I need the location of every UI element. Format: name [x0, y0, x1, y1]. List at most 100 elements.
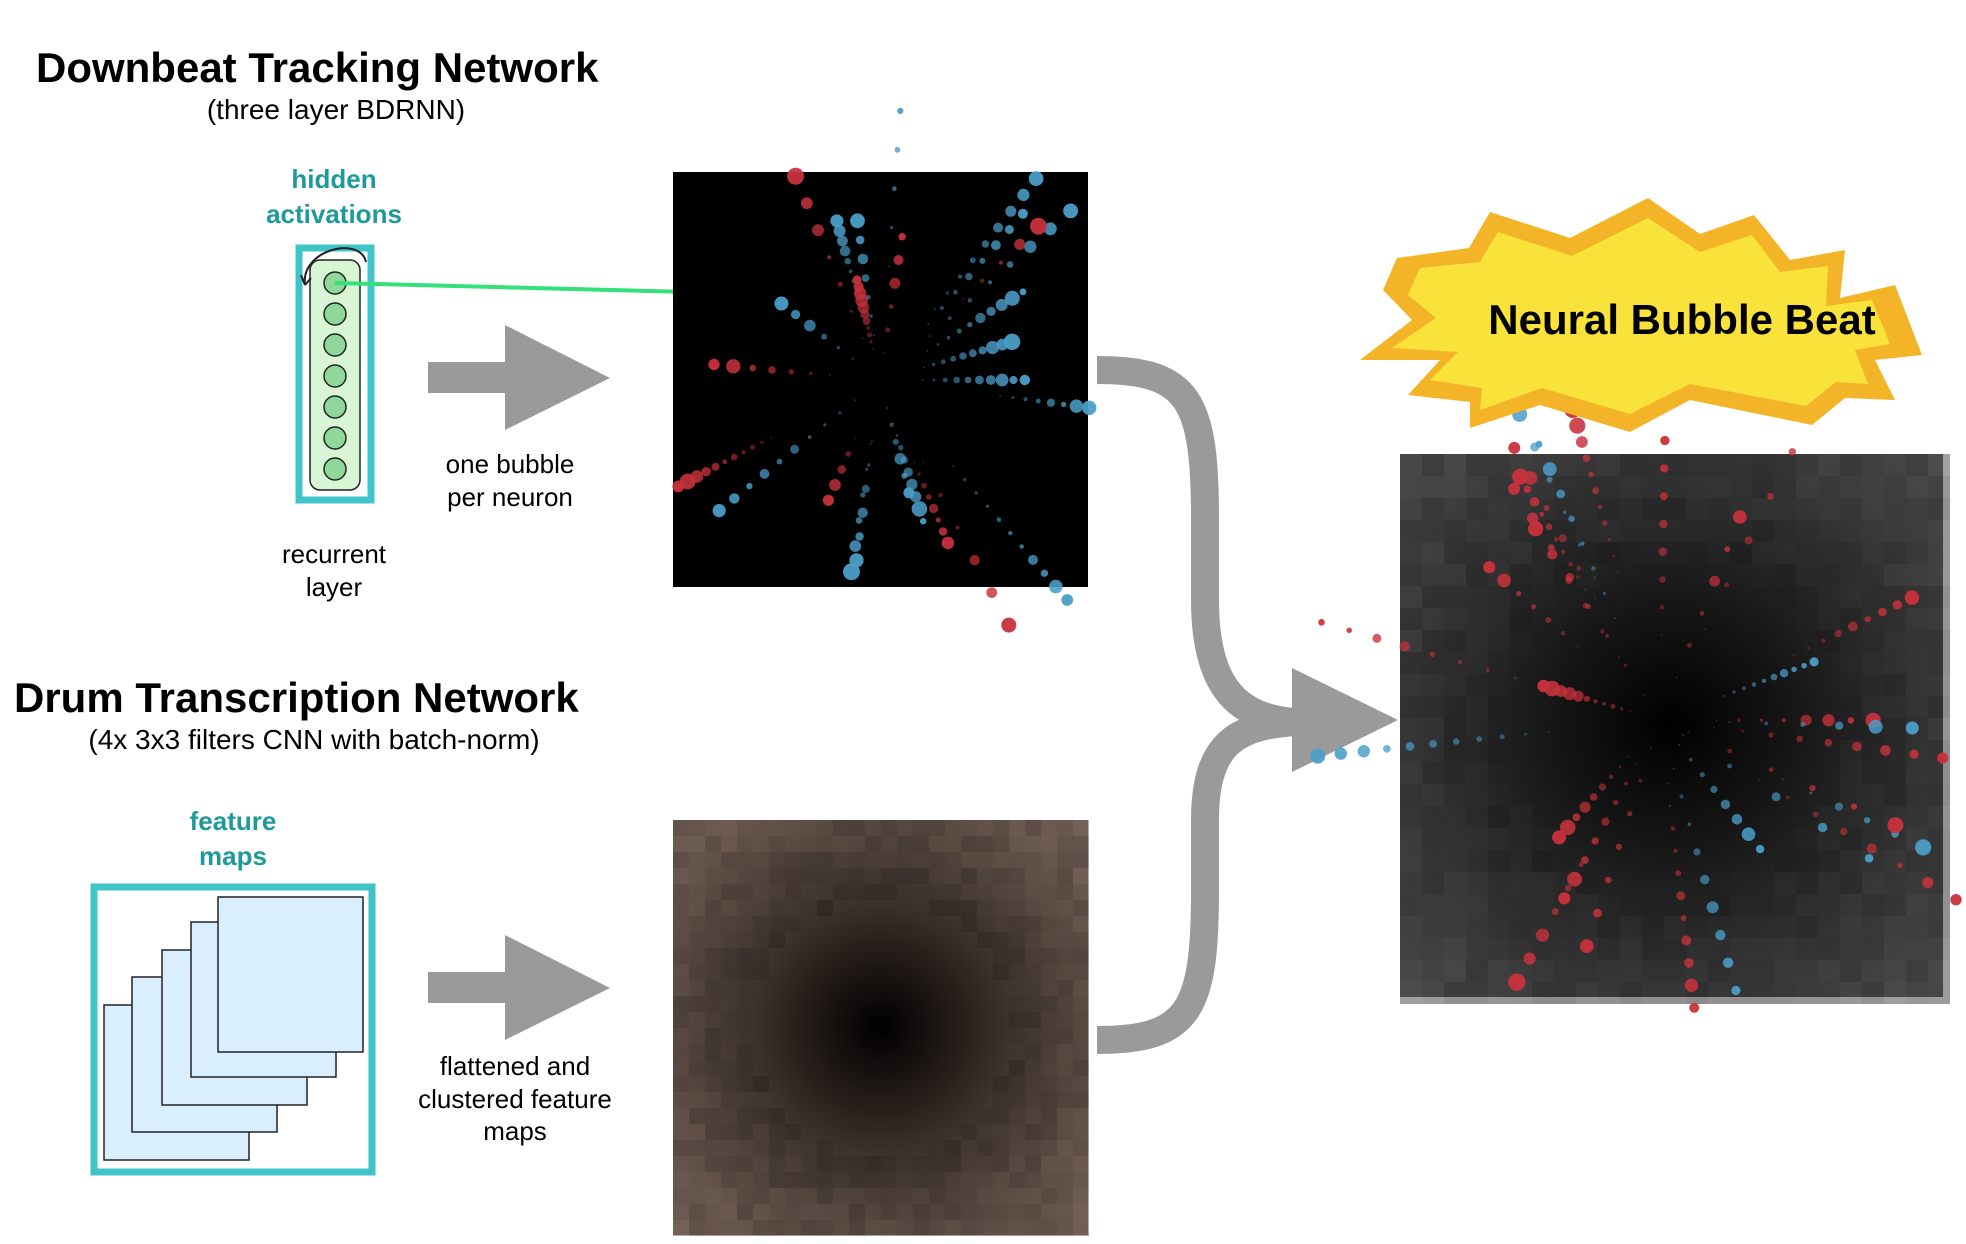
- bubble: [1737, 718, 1741, 722]
- bubble: [1019, 288, 1027, 296]
- bubble: [1429, 740, 1437, 748]
- bubble: [1049, 579, 1063, 594]
- bubble: [1684, 958, 1694, 968]
- bubble: [830, 214, 844, 228]
- bubble: [1535, 440, 1543, 448]
- bubble: [987, 280, 993, 285]
- bubble: [1545, 523, 1553, 531]
- bubble: [1004, 290, 1020, 306]
- bubble: [1569, 417, 1586, 434]
- bubble: [759, 469, 770, 479]
- bubble: [1024, 240, 1037, 253]
- bubble: [1063, 203, 1078, 219]
- bubble: [953, 290, 958, 295]
- bubble: [833, 225, 846, 237]
- bubble: [1046, 398, 1056, 407]
- bubble: [1682, 734, 1685, 737]
- neuron-icon: [323, 302, 347, 326]
- bubble-panel: [672, 107, 1097, 633]
- bubble: [963, 477, 967, 482]
- bubble: [1724, 546, 1731, 552]
- bubble: [1785, 795, 1790, 800]
- bubble: [1620, 707, 1624, 711]
- bubble: [1866, 843, 1877, 854]
- bubble: [701, 467, 711, 477]
- bubble: [1457, 660, 1463, 665]
- bubble: [1567, 871, 1582, 887]
- bubble: [1372, 633, 1382, 643]
- bubble: [964, 376, 972, 384]
- bubble: [853, 399, 856, 402]
- bubble: [998, 260, 1004, 265]
- bubble: [892, 438, 899, 445]
- bubble: [1809, 791, 1813, 795]
- bubble: [1584, 588, 1586, 591]
- bubble: [1005, 205, 1017, 217]
- bubble: [1318, 619, 1325, 626]
- bubble: [1781, 718, 1786, 723]
- bubble: [1526, 512, 1539, 525]
- bubble: [1607, 538, 1611, 541]
- bubble: [843, 563, 860, 581]
- bubble: [886, 407, 889, 409]
- bubble: [1847, 717, 1855, 724]
- neuron-column: [323, 271, 347, 481]
- bubble: [1715, 929, 1726, 941]
- bubble: [940, 359, 946, 365]
- bubble: [962, 298, 965, 300]
- bubble: [1675, 870, 1682, 877]
- bubble: [1008, 530, 1013, 536]
- bubble: [1618, 656, 1620, 658]
- bubble: [1732, 690, 1736, 694]
- bubble: [849, 553, 864, 568]
- bubble: [787, 167, 805, 185]
- bubble: [1588, 471, 1594, 478]
- bubble: [1764, 721, 1769, 726]
- bubble: [1771, 792, 1781, 802]
- bubble: [898, 233, 906, 241]
- bubble: [921, 379, 924, 381]
- bubble: [1023, 397, 1028, 402]
- bubble: [1040, 569, 1049, 577]
- bubble: [1768, 767, 1774, 772]
- bubble: [1822, 714, 1835, 727]
- bubble: [1383, 745, 1391, 753]
- downbeat-subtitle: (three layer BDRNN): [206, 94, 466, 125]
- bubble: [1547, 730, 1550, 733]
- bubble: [1950, 894, 1962, 906]
- bubble: [812, 224, 824, 237]
- bubble: [1011, 396, 1015, 400]
- bubble: [1676, 891, 1686, 901]
- bubble: [1546, 476, 1553, 483]
- bubble: [1014, 238, 1026, 250]
- bubble: [995, 373, 1009, 387]
- bubble: [999, 395, 1002, 397]
- bubble: [853, 437, 856, 440]
- bubble: [938, 492, 943, 498]
- bubble: [1680, 915, 1687, 921]
- hidden-activations-label: hidden activations: [266, 164, 402, 230]
- bubble: [927, 322, 930, 325]
- bubble: [1713, 726, 1715, 729]
- bubble: [829, 374, 831, 377]
- bubble: [1779, 669, 1789, 678]
- bubble: [995, 298, 1008, 311]
- bubble: [1591, 839, 1596, 843]
- bubble: [1310, 748, 1326, 764]
- bubble: [1768, 732, 1774, 738]
- bubble: [865, 294, 871, 300]
- starburst-icon: [1360, 198, 1922, 432]
- bubble: [883, 352, 886, 355]
- bubble: [1568, 515, 1575, 523]
- bubble: [935, 517, 941, 523]
- bubble: [1082, 400, 1097, 415]
- bubble: [1542, 462, 1557, 476]
- bubble: [1761, 678, 1767, 683]
- bubble: [996, 517, 1002, 523]
- bubble: [1545, 617, 1552, 623]
- bubble: [1028, 171, 1044, 187]
- bubble: [1576, 565, 1582, 571]
- bubble: [1681, 935, 1692, 946]
- bubble: [809, 371, 813, 376]
- bubble: [921, 482, 927, 489]
